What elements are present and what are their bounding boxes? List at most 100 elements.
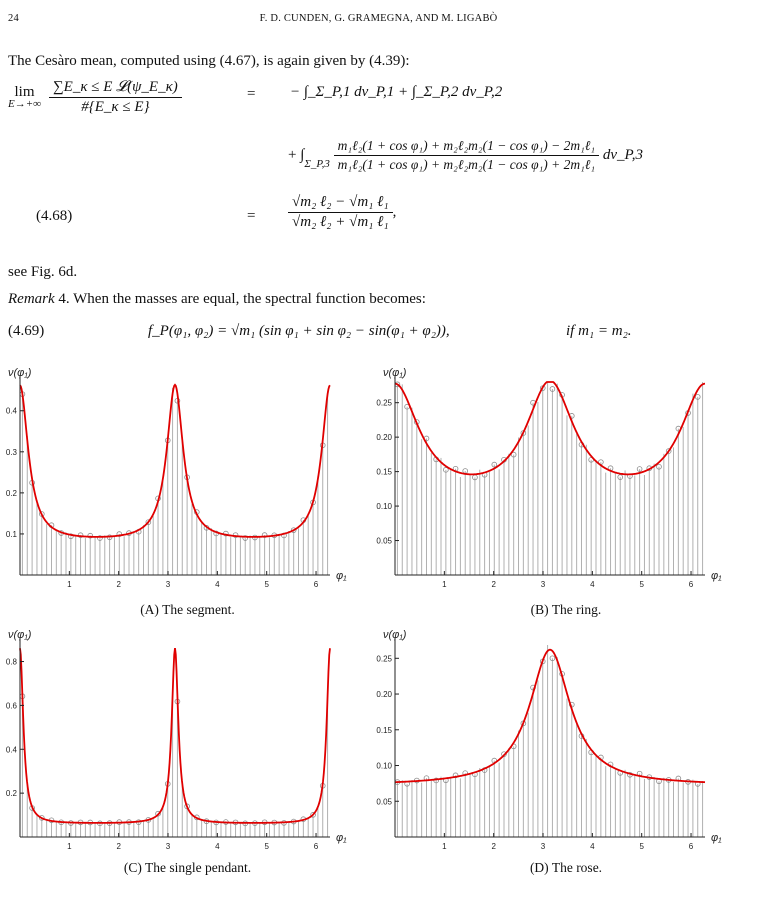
- data-point: [617, 474, 624, 480]
- remark-text: When the masses are equal, the spectral …: [73, 291, 426, 307]
- y-axis-label: ν(φ₁): [8, 367, 32, 379]
- cesaro-fraction: ∑E_κ ≤ E 𝓛(ψ_E_κ) #{E_κ ≤ E}: [48, 78, 182, 116]
- caption-c: (C) The single pendant.: [0, 860, 375, 876]
- result-denominator: √m₂ ℓ₂ + √m₁ ℓ₁: [292, 214, 389, 230]
- data-point: [656, 463, 662, 470]
- x-tick-label: 3: [541, 842, 546, 851]
- x-tick-label: 4: [590, 580, 595, 589]
- lim-subscript: E→+∞: [8, 98, 41, 110]
- result-fraction: √m₂ ℓ₂ − √m₁ ℓ₁ √m₂ ℓ₂ + √m₁ ℓ₁ ,: [288, 194, 396, 231]
- y-axis-label: ν(φ₁): [383, 629, 407, 641]
- x-tick-label: 2: [491, 580, 496, 589]
- data-point: [145, 519, 152, 525]
- x-tick-label: 5: [264, 580, 269, 589]
- see-figure-text: see Fig. 6d.: [8, 264, 78, 280]
- x-tick-label: 2: [491, 842, 496, 851]
- equation-number-469: (4.69): [8, 323, 45, 339]
- data-point: [310, 812, 316, 818]
- intro-paragraph: The Cesàro mean, computed using (4.67), …: [8, 53, 410, 69]
- data-point: [549, 655, 556, 662]
- data-point: [665, 448, 672, 454]
- figure-panels: 1 2 3 4 5 6 0.1 0.2 0.3 0.4 ν(φ₁) φ₁ 1 2 3 4 5 6 0.05 0.10…: [6, 367, 722, 851]
- caption-c-label: (C): [123, 860, 142, 875]
- y-tick-label: 0.15: [376, 726, 392, 735]
- spectral-function: f_P(φ₁, φ₂) = √m₁ (sin φ₁ + sin φ₂ − sin…: [148, 323, 450, 339]
- data-point: [491, 461, 498, 468]
- fit-curve: [394, 381, 706, 476]
- caption-b-label: (B): [530, 602, 549, 617]
- x-tick-label: 2: [116, 580, 121, 589]
- x-tick-label: 2: [116, 842, 121, 851]
- data-point: [510, 451, 517, 458]
- equal-mass-condition: if m₁ = m₂.: [566, 323, 632, 339]
- y-tick-label: 0.05: [376, 537, 392, 546]
- data-point: [501, 751, 507, 757]
- integral-term-3: + ∫Σ_P,3 m₁ℓ₂(1 + cos φ₁) + m₂ℓ₂m₂(1 − c…: [288, 138, 644, 173]
- y-tick-label: 0.25: [376, 654, 392, 663]
- caption-d: (D) The rose.: [375, 860, 757, 876]
- remark-label: Remark: [8, 291, 55, 307]
- data-point: [155, 810, 161, 817]
- y-tick-label: 0.6: [6, 701, 18, 710]
- caption-d-text: The rose.: [551, 860, 603, 875]
- x-tick-label: 1: [442, 580, 447, 589]
- integrand-numerator: m₁ℓ₂(1 + cos φ₁) + m₂ℓ₂m₂(1 − cos φ₁) − …: [333, 138, 600, 156]
- x-tick-label: 1: [67, 580, 72, 589]
- data-point: [694, 394, 701, 400]
- x-tick-label: 5: [639, 842, 644, 851]
- x-tick-label: 1: [67, 842, 72, 851]
- chart-panel-a: 1 2 3 4 5 6 0.1 0.2 0.3 0.4 ν(φ₁) φ₁: [6, 367, 347, 589]
- integrand-fraction: m₁ℓ₂(1 + cos φ₁) + m₂ℓ₂m₂(1 − cos φ₁) − …: [333, 138, 600, 173]
- y-tick-label: 0.3: [6, 448, 18, 457]
- chart-panel-b: 1 2 3 4 5 6 0.05 0.10 0.15 0.20 0.25 ν(φ₁) φ₁: [376, 367, 722, 589]
- equation-number-468: (4.68): [36, 208, 73, 224]
- y-axis-label: ν(φ₁): [383, 367, 407, 379]
- x-tick-label: 3: [166, 580, 171, 589]
- x-tick-label: 3: [541, 580, 546, 589]
- y-tick-label: 0.20: [376, 433, 392, 442]
- remark-line: Remark 4. When the masses are equal, the…: [8, 291, 426, 308]
- y-tick-label: 0.2: [6, 489, 18, 498]
- y-tick-label: 0.1: [6, 530, 18, 539]
- y-tick-label: 0.4: [6, 745, 18, 754]
- integrand-denominator: m₁ℓ₂(1 + cos φ₁) + m₂ℓ₂m₂(1 − cos φ₁) + …: [337, 157, 596, 172]
- data-point: [38, 815, 45, 821]
- remark-number: 4.: [58, 291, 70, 307]
- x-tick-label: 6: [314, 842, 319, 851]
- data-point: [261, 532, 268, 538]
- lim-operator: lim: [14, 84, 35, 100]
- x-axis-label: φ₁: [711, 832, 722, 844]
- data-point: [242, 535, 249, 541]
- result-numerator: √m₂ ℓ₂ − √m₁ ℓ₁: [288, 194, 393, 213]
- caption-a-label: (A): [140, 602, 159, 617]
- x-axis-label: φ₁: [711, 570, 722, 582]
- data-point: [290, 527, 297, 533]
- caption-b-text: The ring.: [551, 602, 602, 617]
- chart-panel-c: 1 2 3 4 5 6 0.2 0.4 0.6 0.8 ν(φ₁) φ₁: [6, 629, 347, 851]
- y-tick-label: 0.8: [6, 658, 18, 667]
- data-point: [87, 532, 94, 539]
- y-tick-label: 0.20: [376, 690, 392, 699]
- x-tick-label: 4: [590, 842, 595, 851]
- x-tick-label: 1: [442, 842, 447, 851]
- fit-curve: [19, 648, 331, 824]
- caption-c-text: The single pendant.: [145, 860, 252, 875]
- x-tick-label: 6: [314, 580, 319, 589]
- y-tick-label: 0.10: [376, 762, 392, 771]
- x-tick-label: 5: [264, 842, 269, 851]
- x-tick-label: 4: [215, 580, 220, 589]
- data-point: [97, 535, 103, 541]
- caption-a: (A) The segment.: [0, 602, 375, 618]
- y-tick-label: 0.25: [376, 399, 392, 408]
- caption-a-text: The segment.: [162, 602, 235, 617]
- x-tick-label: 3: [166, 842, 171, 851]
- data-point: [443, 467, 449, 473]
- y-tick-label: 0.15: [376, 468, 392, 477]
- x-tick-label: 6: [689, 580, 694, 589]
- cesaro-numerator: ∑E_κ ≤ E 𝓛(ψ_E_κ): [48, 78, 182, 98]
- x-tick-label: 6: [689, 842, 694, 851]
- limit-expression: lim E→+∞ ∑E_κ ≤ E 𝓛(ψ_E_κ) #{E_κ ≤ E}: [8, 78, 182, 116]
- integral-terms-1: − ∫_Σ_P,1 dν_P,1 + ∫_Σ_P,2 dν_P,2: [290, 84, 503, 100]
- cesaro-denominator: #{E_κ ≤ E}: [81, 99, 150, 115]
- x-tick-label: 4: [215, 842, 220, 851]
